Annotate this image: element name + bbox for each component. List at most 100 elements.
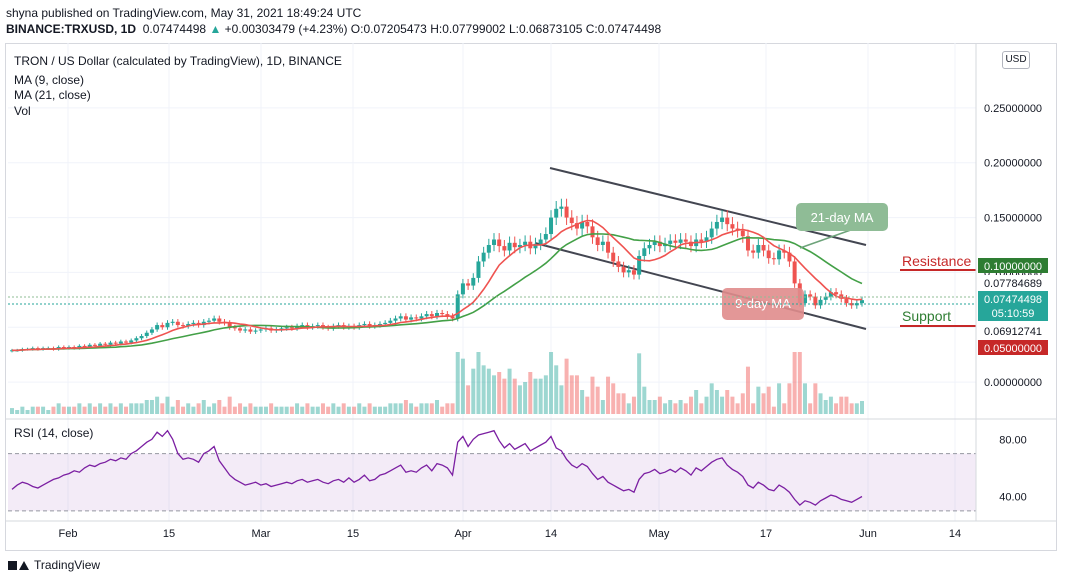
candle-body (569, 217, 574, 224)
volume-bar (585, 396, 590, 414)
tradingview-logo-icon (8, 558, 30, 572)
candle-body (258, 329, 263, 331)
volume-bar (357, 403, 362, 414)
trend-channel (534, 167, 867, 330)
price-tag-low: 0.06912741 (978, 323, 1048, 338)
price-tag-support: 0.05000000 (978, 340, 1048, 355)
volume-bar (326, 406, 331, 414)
footer-brand[interactable]: TradingView (8, 558, 100, 572)
candle-body (409, 317, 414, 320)
volume-bar (346, 406, 351, 414)
volume-bar (300, 406, 305, 414)
candle-body (652, 241, 657, 245)
candle-body (471, 277, 476, 286)
candle-body (828, 292, 833, 297)
candle-body (549, 217, 554, 235)
y-tick-label: 0.20000000 (984, 158, 1042, 170)
volume-bar (144, 400, 149, 414)
volume-bar (15, 410, 20, 414)
volume-bar (709, 383, 714, 414)
candle-body (429, 314, 434, 317)
volume-bar (569, 375, 574, 414)
volume-bar (590, 376, 595, 414)
candle-body (476, 261, 481, 278)
candle-body (616, 261, 621, 267)
ohlc-h-label: H: (430, 22, 443, 36)
volume-bar (673, 403, 678, 414)
candle-body (118, 341, 123, 344)
chart-title: TRON / US Dollar (calculated by TradingV… (14, 54, 342, 68)
candles (10, 198, 864, 353)
candle-body (580, 221, 585, 229)
volume-bar (134, 403, 139, 414)
candle-body (486, 245, 491, 253)
volume-bar (279, 406, 284, 414)
legend-ma9[interactable]: MA (9, close) (14, 73, 85, 87)
volume-bar (600, 400, 605, 414)
candle-body (232, 327, 237, 329)
volume-bar (165, 396, 170, 414)
ohlc-o-label: O: (350, 22, 364, 36)
volume-bar (403, 400, 408, 414)
price-tag-resistance-text: 0.10000000 (984, 261, 1042, 273)
volume-bar (310, 406, 315, 414)
candle-body (170, 321, 175, 323)
x-tick-label: 17 (760, 528, 772, 540)
candle-body (414, 317, 419, 319)
volume-bar (46, 410, 51, 414)
candle-body (92, 344, 97, 346)
chart-frame[interactable] (5, 43, 1057, 551)
candle-body (206, 320, 211, 322)
candle-body (139, 336, 144, 339)
candle-body (554, 208, 559, 218)
volume-bar (507, 368, 512, 414)
volume-bar (67, 406, 72, 414)
candle-body (849, 303, 854, 306)
legend-ma21[interactable]: MA (21, close) (14, 88, 91, 102)
candle-body (362, 323, 367, 326)
candle-body (600, 241, 605, 245)
volume-bar (139, 403, 144, 414)
candle-body (611, 252, 616, 262)
legend-vol[interactable]: Vol (14, 104, 31, 118)
volume-bar (751, 403, 756, 414)
volume-bar (383, 406, 388, 414)
volume-bar (683, 403, 688, 414)
price-tag-support-text: 0.05000000 (984, 343, 1042, 355)
candle-body (533, 243, 538, 249)
volume-bar (574, 375, 579, 414)
volume-bar (839, 396, 844, 414)
volume-bar (466, 385, 471, 414)
rsi-tick-label: 80.00 (999, 434, 1027, 446)
candle-body (844, 298, 849, 304)
candle-body (751, 250, 756, 253)
candle-body (279, 328, 284, 330)
candle-body (564, 206, 569, 218)
volume-bar (543, 375, 548, 414)
volume-bar (191, 406, 196, 414)
volume-bar (460, 358, 465, 414)
volume-bar (30, 406, 35, 414)
volume-bar (201, 400, 206, 414)
candle-body (704, 237, 709, 242)
candle-body (802, 294, 807, 304)
candle-body (740, 230, 745, 237)
candle-body (108, 342, 113, 345)
volume-bar (699, 403, 704, 414)
candle-body (606, 241, 611, 253)
volume-bar (854, 403, 859, 414)
currency-button[interactable]: USD (1002, 51, 1030, 69)
volume-bar (823, 400, 828, 414)
candle-body (82, 345, 87, 347)
volume-bar (771, 406, 776, 414)
volume-bar (320, 403, 325, 414)
volume-bar (336, 406, 341, 414)
volume-bar (118, 403, 123, 414)
price-change: +0.00303479 (+4.23%) (224, 22, 348, 36)
volume-bar (549, 352, 554, 414)
volume-bar (175, 400, 180, 414)
volume-bar (450, 403, 455, 414)
candle-body (497, 239, 502, 247)
candle-body (253, 330, 258, 332)
